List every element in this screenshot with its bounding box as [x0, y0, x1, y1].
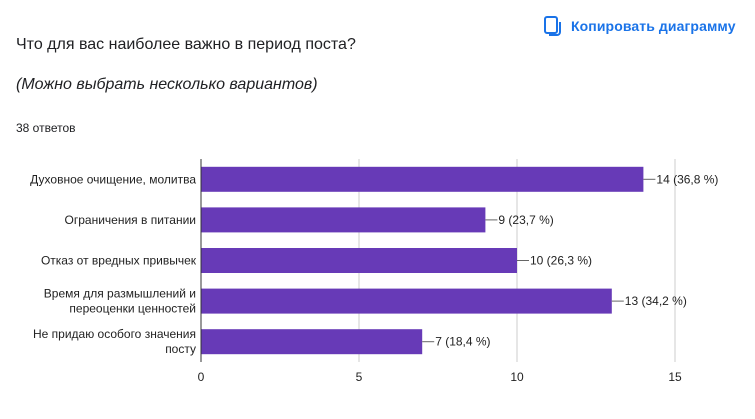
category-labels: Духовное очищение, молитва Ограничения в …	[30, 172, 197, 356]
x-axis-ticks: 0 5 10 15	[198, 370, 682, 384]
category-label-line: Духовное очищение, молитва	[30, 172, 196, 186]
category-label: Не придаю особого значения посту	[33, 327, 196, 356]
copy-chart-button[interactable]: Копировать диаграмму	[535, 10, 744, 42]
data-labels: 14 (36,8 %) 9 (23,7 %) 10 (26,3 %) 13 (34,2…	[422, 172, 718, 349]
bar	[201, 166, 644, 192]
category-label-line: Время для размышлений и	[44, 287, 196, 301]
copy-icon	[543, 16, 561, 36]
data-label: 7 (18,4 %)	[435, 335, 490, 349]
category-label: Ограничения в питании	[65, 213, 196, 227]
bar	[201, 288, 612, 314]
response-count: 38 ответов	[16, 121, 76, 135]
category-label: Духовное очищение, молитва	[30, 172, 196, 186]
data-label: 9 (23,7 %)	[498, 213, 553, 227]
x-tick-label: 15	[668, 370, 682, 384]
copy-chart-label: Копировать диаграмму	[571, 18, 736, 34]
category-label-line: Отказ от вредных привычек	[41, 254, 197, 268]
x-tick-label: 0	[198, 370, 205, 384]
data-label: 14 (36,8 %)	[656, 172, 718, 186]
x-tick-label: 5	[356, 370, 363, 384]
bar	[201, 329, 423, 355]
bar	[201, 248, 517, 273]
category-label: Отказ от вредных привычек	[41, 254, 197, 268]
category-label-line: посту	[165, 342, 196, 356]
bar	[201, 207, 486, 233]
category-label-line: Ограничения в питании	[65, 213, 196, 227]
x-tick-label: 10	[510, 370, 524, 384]
question-subtitle: (Можно выбрать несколько вариантов)	[16, 76, 318, 93]
category-label: Время для размышлений и переоценки ценнос…	[44, 287, 196, 316]
question-title: Что для вас наиболее важно в период пост…	[16, 36, 356, 53]
data-label: 10 (26,3 %)	[530, 254, 592, 268]
bars	[201, 166, 644, 355]
category-label-line: Не придаю особого значения	[33, 327, 196, 341]
category-label-line: переоценки ценностей	[69, 302, 196, 316]
data-label: 13 (34,2 %)	[625, 294, 687, 308]
